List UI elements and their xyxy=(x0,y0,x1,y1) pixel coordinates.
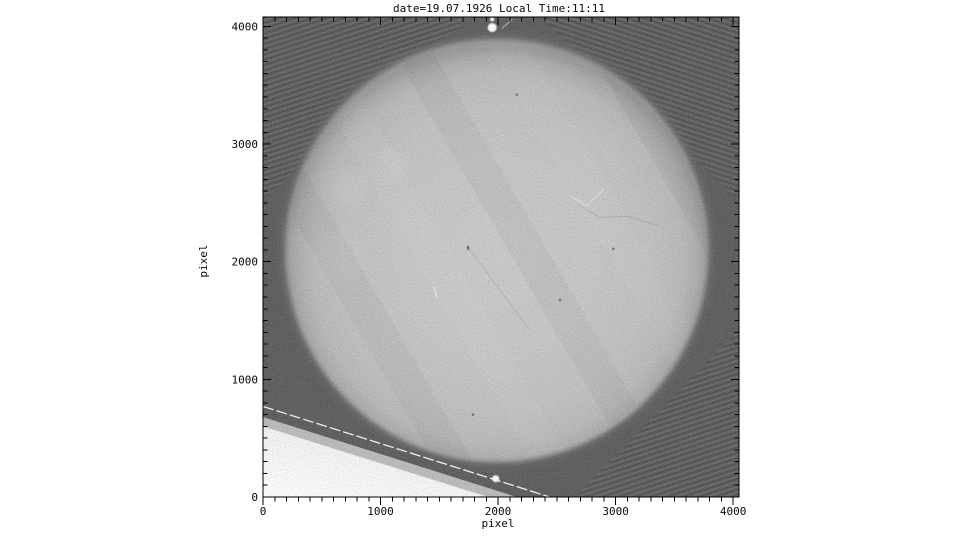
bright-scratch xyxy=(433,286,438,298)
y-tick-label: 1000 xyxy=(232,373,259,386)
x-axis-label: pixel xyxy=(481,517,514,530)
y-axis-label: pixel xyxy=(197,244,210,277)
defect-dot xyxy=(492,475,500,483)
defect-dots xyxy=(487,17,500,483)
x-tick-label: 4000 xyxy=(720,505,747,518)
plate-cut-scratch-line xyxy=(263,405,550,497)
mottle-patch xyxy=(379,149,410,180)
defect-dot xyxy=(490,17,495,22)
dust-speck xyxy=(558,298,562,302)
dust-speck xyxy=(611,247,615,251)
dark-scratch xyxy=(467,246,531,331)
plot-title: date=19.07.1926 Local Time:11:11 xyxy=(393,2,605,15)
y-tick-label: 4000 xyxy=(232,20,259,33)
film-grain-overlay xyxy=(263,17,739,497)
y-tick-label: 3000 xyxy=(232,138,259,151)
dust-speck xyxy=(471,413,475,416)
x-tick-label: 0 xyxy=(260,505,267,518)
bright-scratch xyxy=(501,18,513,29)
defect-dot xyxy=(487,23,497,33)
dust-speck xyxy=(466,247,470,251)
x-tick-label: 2000 xyxy=(485,505,512,518)
axes-and-ticks: 0 1000 2000 3000 4000 0 1000 2000 3000 4000 xyxy=(232,16,747,518)
dark-scratch xyxy=(577,204,659,227)
plate-image-area xyxy=(263,17,739,497)
scan-hatch-bottom-right xyxy=(575,330,739,497)
plot-frame xyxy=(262,16,740,498)
mottle-patch xyxy=(314,228,367,281)
disk-mottling xyxy=(314,78,588,281)
dust-speck xyxy=(515,93,519,96)
x-tick-label: 3000 xyxy=(602,505,629,518)
mottle-patch xyxy=(332,172,368,208)
mottle-patch xyxy=(526,78,588,140)
y-tick-label: 0 xyxy=(251,491,258,504)
bright-scratch xyxy=(569,189,604,207)
x-tick-label: 1000 xyxy=(367,505,394,518)
plate-cut-white-wedge xyxy=(263,426,489,497)
sun-disk xyxy=(285,38,709,463)
y-tick-label: 2000 xyxy=(232,256,259,269)
grain-dark-texture xyxy=(263,17,739,497)
dust-speck xyxy=(466,245,470,249)
